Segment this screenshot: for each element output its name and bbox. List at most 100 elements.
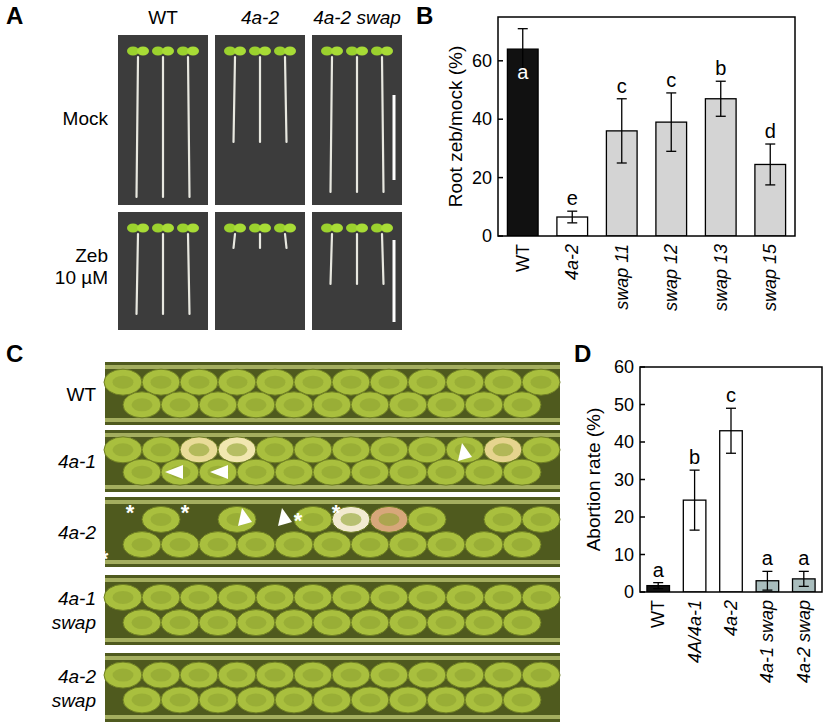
significance-letter: c [617,75,627,97]
seed [218,662,256,688]
silique-photo [105,362,560,425]
asterisk: * [100,546,109,571]
seed-embryo [360,616,381,629]
x-tick-label: swap 15 [760,243,780,311]
seed [351,392,389,418]
seed-embryo [474,693,495,706]
seed-embryo [379,443,400,456]
seed-embryo [151,376,172,389]
seed-embryo [360,693,381,706]
significance-letter: c [666,69,676,91]
seed [104,584,142,610]
error-bar [690,470,700,530]
error-cap [726,408,736,409]
seed-embryo [151,443,172,456]
seed-embryo [303,513,324,526]
seed-embryo [512,538,533,551]
seed-embryo [132,398,153,411]
seed [465,687,503,713]
seedling-root [188,234,190,314]
y-tick-label: 20 [614,507,634,527]
seed-embryo [132,693,153,706]
seed [408,369,446,395]
seed-embryo [151,669,172,682]
cotyledon [259,47,271,56]
x-tick-label: 4a-2 [721,600,741,636]
seedling-root [234,234,236,248]
seed [218,506,256,532]
seed-embryo [227,669,248,682]
seed [142,662,180,688]
seed-embryo [493,591,514,604]
seed [370,584,408,610]
seed-embryo [417,591,438,604]
panel-label: B [416,2,433,29]
seed [408,506,446,532]
silique-wall [105,433,560,437]
error-cap [567,222,577,223]
seed [408,437,446,463]
cotyledon [356,224,368,233]
seed [313,687,351,713]
cotyledon [381,47,393,56]
seed [484,369,522,395]
cotyledon [187,224,199,233]
seed [237,610,275,636]
cotyledon [162,47,174,56]
row-label: WT [66,384,96,405]
significance-letter: e [567,187,578,209]
seed-embryo [246,398,267,411]
y-tick-label: 10 [614,545,634,565]
silique-wall [105,365,560,369]
seed-embryo [341,376,362,389]
cotyledon [381,224,393,233]
error-stem [621,99,622,163]
seed-embryo [398,466,419,479]
row-label: 4a-2 [58,666,96,687]
seed-embryo [284,693,305,706]
seed [389,532,427,558]
error-cap [799,586,809,587]
seedling-root [259,234,261,248]
seed [161,392,199,418]
significance-letter: b [689,446,700,468]
seed-embryo [170,398,191,411]
asterisk: * [126,500,135,525]
column-header: 4a-2 [241,7,279,28]
error-cap [567,211,577,212]
seed [427,610,465,636]
y-tick-label: 0 [482,226,492,246]
seed-embryo [170,538,191,551]
seedling-root [285,57,287,142]
seed [199,610,237,636]
error-stem [671,93,672,151]
x-tick-label: 4a-2 swap [794,600,814,683]
seedling-root [234,57,236,142]
x-tick-label: swap 13 [711,244,731,311]
cotyledon [331,224,343,233]
cotyledon [284,224,296,233]
seed-embryo [284,466,305,479]
cotyledon [162,224,174,233]
seed-embryo [436,616,457,629]
error-stem [572,211,573,223]
seedling-root [137,234,139,314]
photo [215,35,305,205]
scale-bar [393,95,396,180]
error-stem [770,144,771,185]
seed [484,584,522,610]
seed-embryo [113,669,134,682]
error-bar [666,93,676,151]
x-tick-label: 4a-2 [562,244,582,280]
seed-embryo [493,669,514,682]
seed [104,369,142,395]
seed-embryo [322,693,343,706]
error-cap [666,151,676,152]
silique-wall [105,656,560,660]
seed [370,662,408,688]
seed-embryo [303,376,324,389]
silique-wall [105,638,560,642]
error-cap [518,28,528,29]
seed [370,437,408,463]
seed [294,369,332,395]
